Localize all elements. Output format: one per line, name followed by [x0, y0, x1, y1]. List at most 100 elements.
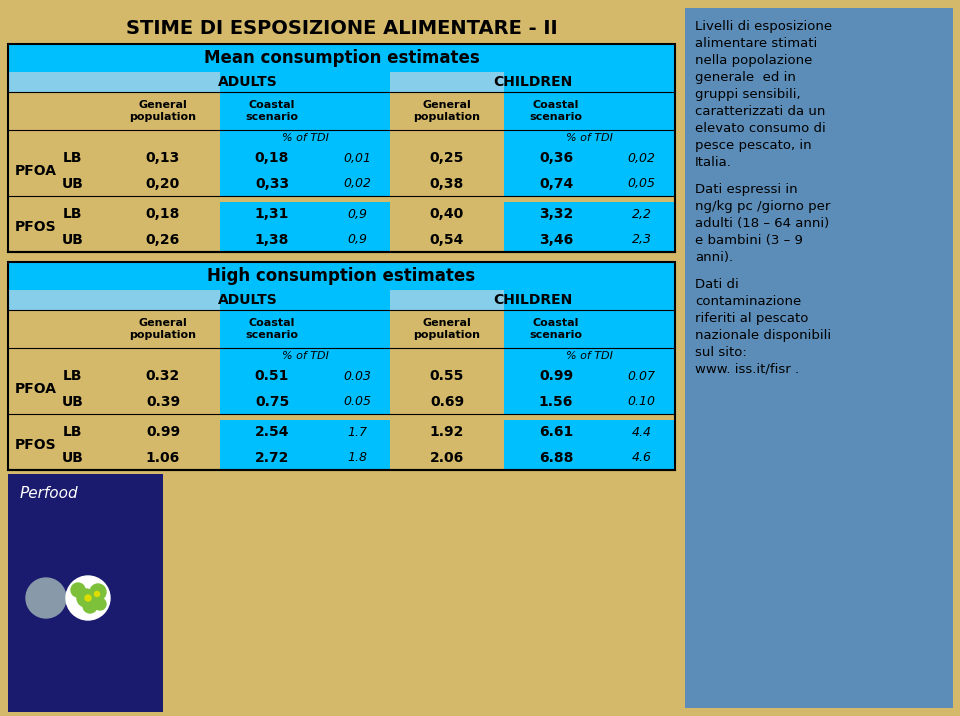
Text: 0.75: 0.75: [254, 395, 289, 409]
Text: % of TDI: % of TDI: [281, 133, 328, 143]
Text: PFOS: PFOS: [15, 438, 57, 452]
Text: alimentare stimati: alimentare stimati: [695, 37, 817, 50]
Text: nella popolazione: nella popolazione: [695, 54, 812, 67]
Text: 1,38: 1,38: [254, 233, 289, 246]
Text: nazionale disponibili: nazionale disponibili: [695, 329, 831, 342]
Circle shape: [94, 591, 100, 596]
Bar: [220, 72, 390, 92]
Text: CHILDREN: CHILDREN: [492, 293, 572, 307]
Text: 2,2: 2,2: [632, 208, 652, 221]
Text: 6.88: 6.88: [539, 450, 573, 465]
Bar: [220, 348, 390, 364]
Text: Italia.: Italia.: [695, 156, 732, 169]
Text: caratterizzati da un: caratterizzati da un: [695, 105, 826, 118]
Bar: [8, 44, 675, 72]
Text: 1.06: 1.06: [146, 450, 180, 465]
Text: generale  ed in: generale ed in: [695, 71, 796, 84]
Text: 0.10: 0.10: [628, 395, 656, 408]
Text: UB: UB: [62, 233, 84, 246]
Text: Coastal
scenario: Coastal scenario: [530, 318, 583, 340]
Text: 1.92: 1.92: [430, 425, 465, 440]
Text: 0,05: 0,05: [628, 177, 656, 190]
Bar: [8, 44, 675, 252]
Text: Coastal
scenario: Coastal scenario: [246, 100, 299, 122]
Text: Coastal
scenario: Coastal scenario: [530, 100, 583, 122]
Text: contaminazione: contaminazione: [695, 295, 802, 308]
Text: 0,9: 0,9: [347, 208, 367, 221]
Text: STIME DI ESPOSIZIONE ALIMENTARE - II: STIME DI ESPOSIZIONE ALIMENTARE - II: [126, 19, 558, 37]
Text: PFOA: PFOA: [15, 164, 57, 178]
Text: UB: UB: [62, 450, 84, 465]
Text: 3,46: 3,46: [539, 233, 573, 246]
Bar: [8, 72, 675, 92]
Text: Perfood: Perfood: [20, 486, 79, 501]
Bar: [220, 364, 390, 414]
Circle shape: [83, 599, 97, 613]
Bar: [504, 72, 675, 92]
Text: 0.99: 0.99: [539, 369, 573, 384]
Text: LB: LB: [63, 208, 83, 221]
Text: 0,18: 0,18: [146, 208, 180, 221]
Text: 2,3: 2,3: [632, 233, 652, 246]
Text: 0,38: 0,38: [430, 177, 464, 190]
Circle shape: [77, 589, 95, 607]
Circle shape: [66, 576, 110, 620]
Text: adulti (18 – 64 anni): adulti (18 – 64 anni): [695, 217, 829, 230]
Text: 4.6: 4.6: [632, 451, 652, 464]
Text: 0,26: 0,26: [146, 233, 180, 246]
Text: General
population: General population: [414, 318, 481, 340]
Bar: [8, 262, 675, 290]
Text: 0.03: 0.03: [343, 370, 371, 383]
Bar: [220, 420, 390, 470]
Text: 0,02: 0,02: [628, 152, 656, 165]
Bar: [8, 474, 163, 712]
Text: General
population: General population: [130, 318, 197, 340]
Text: 0.07: 0.07: [628, 370, 656, 383]
Text: Dati espressi in: Dati espressi in: [695, 183, 798, 196]
Text: UB: UB: [62, 177, 84, 190]
Text: 0,02: 0,02: [343, 177, 371, 190]
Text: 3,32: 3,32: [539, 208, 573, 221]
Text: ADULTS: ADULTS: [218, 75, 277, 89]
Text: 0,18: 0,18: [254, 152, 289, 165]
Text: 0,01: 0,01: [343, 152, 371, 165]
Circle shape: [71, 583, 85, 597]
Text: CHILDREN: CHILDREN: [492, 75, 572, 89]
Text: 0,9: 0,9: [347, 233, 367, 246]
Bar: [504, 92, 675, 130]
Text: ADULTS: ADULTS: [218, 293, 277, 307]
Text: pesce pescato, in: pesce pescato, in: [695, 139, 811, 152]
Text: ng/kg pc /giorno per: ng/kg pc /giorno per: [695, 200, 830, 213]
Text: 2.72: 2.72: [254, 450, 289, 465]
Text: General
population: General population: [130, 100, 197, 122]
Text: Coastal
scenario: Coastal scenario: [246, 318, 299, 340]
Text: 0.99: 0.99: [146, 425, 180, 440]
Text: anni).: anni).: [695, 251, 733, 264]
Text: 2.54: 2.54: [254, 425, 289, 440]
Text: 6.61: 6.61: [539, 425, 573, 440]
Bar: [685, 8, 953, 708]
Bar: [504, 348, 675, 364]
Text: 0,36: 0,36: [539, 152, 573, 165]
Text: LB: LB: [63, 369, 83, 384]
Bar: [504, 202, 675, 252]
Text: sul sito:: sul sito:: [695, 346, 747, 359]
Text: 0.51: 0.51: [254, 369, 289, 384]
Text: elevato consumo di: elevato consumo di: [695, 122, 826, 135]
Text: % of TDI: % of TDI: [566, 133, 612, 143]
Text: Mean consumption estimates: Mean consumption estimates: [204, 49, 479, 67]
Bar: [504, 290, 675, 310]
Text: LB: LB: [63, 425, 83, 440]
Bar: [504, 420, 675, 470]
Text: High consumption estimates: High consumption estimates: [207, 267, 475, 285]
Text: 0.32: 0.32: [146, 369, 180, 384]
Text: Dati di: Dati di: [695, 278, 739, 291]
Bar: [8, 290, 675, 310]
Text: 0,25: 0,25: [430, 152, 465, 165]
Bar: [504, 130, 675, 146]
Text: PFOA: PFOA: [15, 382, 57, 396]
Bar: [8, 262, 675, 470]
Circle shape: [94, 598, 106, 610]
Text: 4.4: 4.4: [632, 426, 652, 439]
Bar: [220, 92, 390, 130]
